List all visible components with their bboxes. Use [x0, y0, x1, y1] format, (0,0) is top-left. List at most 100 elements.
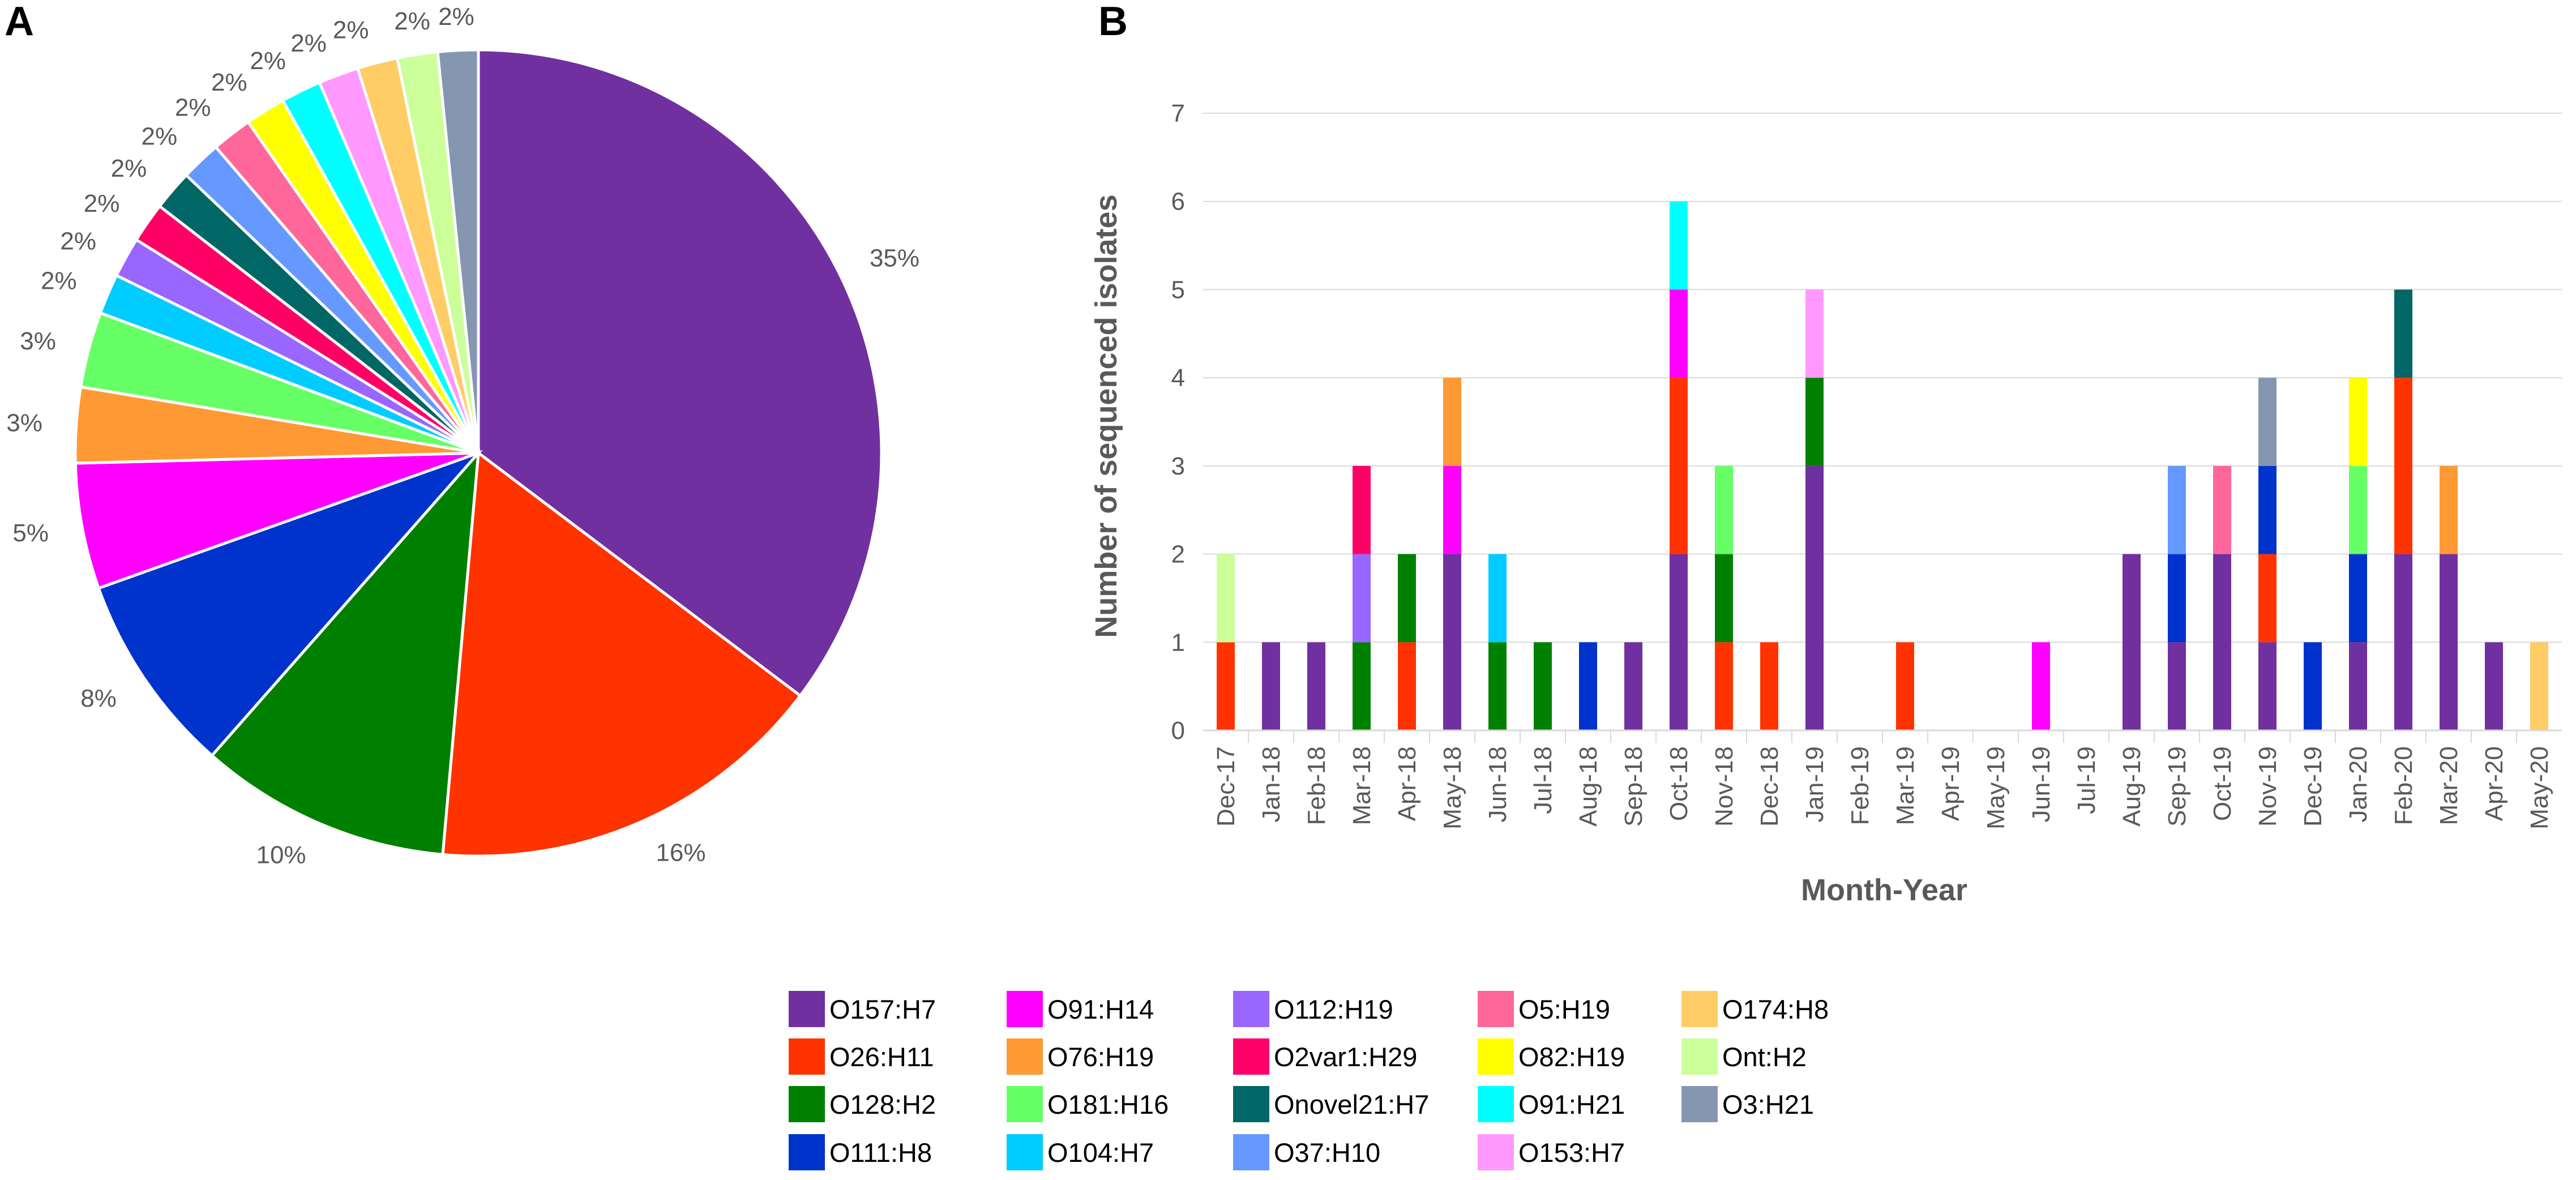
x-tick-label: Nov-18: [1710, 746, 1738, 827]
legend-item-o111-h8: O111:H8: [789, 1134, 932, 1170]
bar-segment-aug-19-o157-h7: [2123, 554, 2141, 730]
x-tick-label: Jan-18: [1257, 746, 1285, 823]
bar-segment-may-18-o91-h14: [1443, 465, 1461, 554]
legend-item-o181-h16: O181:H16: [1007, 1086, 1169, 1122]
legend-item-o3-h21: O3:H21: [1681, 1086, 1814, 1122]
bar-segment-jun-18-o104-h7: [1488, 554, 1507, 643]
legend-label: O2var1:H29: [1274, 1042, 1417, 1072]
legend-swatch: [1681, 1086, 1718, 1122]
bar-segment-jun-18-o128-h2: [1488, 642, 1507, 730]
bar-segment-dec-18-o26-h11: [1760, 642, 1778, 730]
legend-item-o37-h10: O37:H10: [1233, 1134, 1380, 1170]
pie-slice-o3-h21: [436, 48, 480, 454]
pie-label-o37-h10: 2%: [142, 122, 178, 150]
legend-label: O82:H19: [1518, 1042, 1625, 1072]
bar-segment-nov-18-o26-h11: [1715, 642, 1733, 730]
x-tick-label: Mar-19: [1892, 746, 1919, 825]
panel-b-label: B: [1098, 0, 1128, 44]
x-tick-label: Feb-20: [2390, 746, 2417, 825]
legend-item-o76-h19: O76:H19: [1007, 1038, 1154, 1075]
bar-segment-mar-20-o157-h7: [2440, 554, 2458, 730]
y-tick-label: 1: [1171, 629, 1185, 656]
bar-segment-aug-18-o111-h8: [1579, 642, 1597, 730]
bar-segment-feb-20-onovel21-h7: [2394, 289, 2412, 378]
x-tick-label: Aug-18: [1574, 746, 1602, 827]
bar-segment-feb-20-o26-h11: [2394, 378, 2412, 554]
legend-item-o104-h7: O104:H7: [1007, 1134, 1154, 1170]
bar-segment-nov-19-o111-h8: [2258, 465, 2277, 554]
legend-swatch: [789, 991, 825, 1027]
pie-chart: 35%16%10%8%5%3%3%2%2%2%2%2%2%2%2%2% 2% 2% 2…: [6, 3, 919, 869]
legend-swatch: [1681, 991, 1718, 1027]
legend-swatch: [1233, 1038, 1269, 1075]
legend-item-o2var1-h29: O2var1:H29: [1233, 1038, 1417, 1075]
bar-segment-jan-19-o153-h7: [1805, 289, 1824, 378]
bar-segment-oct-18-o157-h7: [1670, 554, 1688, 730]
legend-label: O91:H21: [1518, 1089, 1625, 1119]
x-tick-label: Sep-19: [2163, 746, 2191, 827]
legend-label: O76:H19: [1047, 1042, 1154, 1072]
grid-lines: [1203, 113, 2562, 643]
legend-swatch: [1478, 1038, 1514, 1075]
y-tick-label: 3: [1171, 452, 1185, 480]
legend-swatch: [789, 1038, 825, 1075]
legend-label: Onovel21:H7: [1274, 1089, 1429, 1119]
bar-segment-oct-18-o91-h14: [1670, 289, 1688, 378]
legend-swatch: [1233, 991, 1269, 1027]
legend-item-o26-h11: O26:H11: [789, 1038, 934, 1075]
pie-label-o104-h7: 2%: [41, 267, 77, 295]
x-tick-label: Jul-19: [2073, 746, 2100, 814]
x-tick-label: Nov-19: [2254, 746, 2282, 827]
pie-label-o26-h11: 16%: [656, 839, 705, 867]
bar-segment-oct-18-o91-h21: [1670, 201, 1688, 290]
bar-segment-jan-19-o128-h2: [1805, 378, 1824, 466]
legend-label: O157:H7: [829, 994, 936, 1024]
pie-label-o174-h8: 2%: [333, 16, 369, 44]
x-tick-label: Dec-19: [2299, 746, 2327, 827]
pie-slice-o26-h11: [441, 450, 803, 858]
pie-label-o91-h14: 5%: [12, 519, 49, 547]
y-axis-title: Number of sequenced isolates: [1089, 194, 1123, 638]
pie-label-o111-h8: 8%: [80, 685, 117, 712]
bars: [1217, 201, 2548, 730]
panel-a-label: A: [5, 0, 34, 44]
legend-label: O112:H19: [1274, 994, 1393, 1024]
legend-swatch: [1007, 1134, 1043, 1170]
x-tick-label: Oct-19: [2209, 746, 2236, 821]
legend-swatch: [1478, 1086, 1514, 1122]
x-tick-label: Sep-18: [1620, 746, 1648, 827]
legend-item-o5-h19: O5:H19: [1478, 991, 1610, 1027]
bar-segment-may-18-o157-h7: [1443, 554, 1461, 730]
x-tick-label: May-19: [1982, 746, 2010, 830]
legend-label: O181:H16: [1047, 1089, 1169, 1119]
legend-swatch: [1681, 1038, 1718, 1075]
x-tick-label: Jan-20: [2344, 746, 2372, 823]
x-tick-label: Dec-17: [1212, 746, 1240, 827]
bar-segment-mar-18-o2var1-h29: [1353, 465, 1371, 554]
bar-segment-jul-18-o128-h2: [1534, 642, 1552, 730]
bar-segment-oct-19-o157-h7: [2213, 554, 2231, 730]
legend-label: O26:H11: [829, 1042, 934, 1072]
pie-label-o76-h19: 3%: [6, 409, 42, 437]
bar-segment-jan-20-o111-h8: [2349, 554, 2367, 643]
pie-label-o2var1-h29: 2%: [84, 190, 120, 217]
legend-item-o112-h19: O112:H19: [1233, 991, 1393, 1027]
x-tick-label: Jun-18: [1484, 746, 1512, 823]
legend-swatch: [1233, 1086, 1269, 1122]
bar-segment-nov-18-o181-h16: [1715, 465, 1733, 554]
pie-label-o157-h7: 35%: [870, 245, 919, 272]
bar-segment-oct-18-o26-h11: [1670, 378, 1688, 554]
legend-label: O37:H10: [1274, 1138, 1380, 1168]
bar-segment-nov-19-o157-h7: [2258, 642, 2277, 730]
bar-segment-oct-19-o5-h19: [2213, 465, 2231, 554]
legend-swatch: [1007, 1038, 1043, 1075]
bar-segment-dec-17-ont-h2: [1217, 554, 1235, 643]
pie-slice-o111-h8: [97, 450, 483, 758]
bar-segment-jan-18-o157-h7: [1262, 642, 1280, 730]
bar-segment-sep-18-o157-h7: [1624, 642, 1642, 730]
legend-item-onovel21-h7: Onovel21:H7: [1233, 1086, 1429, 1122]
legend-swatch: [1478, 1134, 1514, 1170]
bar-segment-may-20-o174-h8: [2530, 642, 2548, 730]
x-tick-label: Aug-19: [2118, 746, 2146, 827]
